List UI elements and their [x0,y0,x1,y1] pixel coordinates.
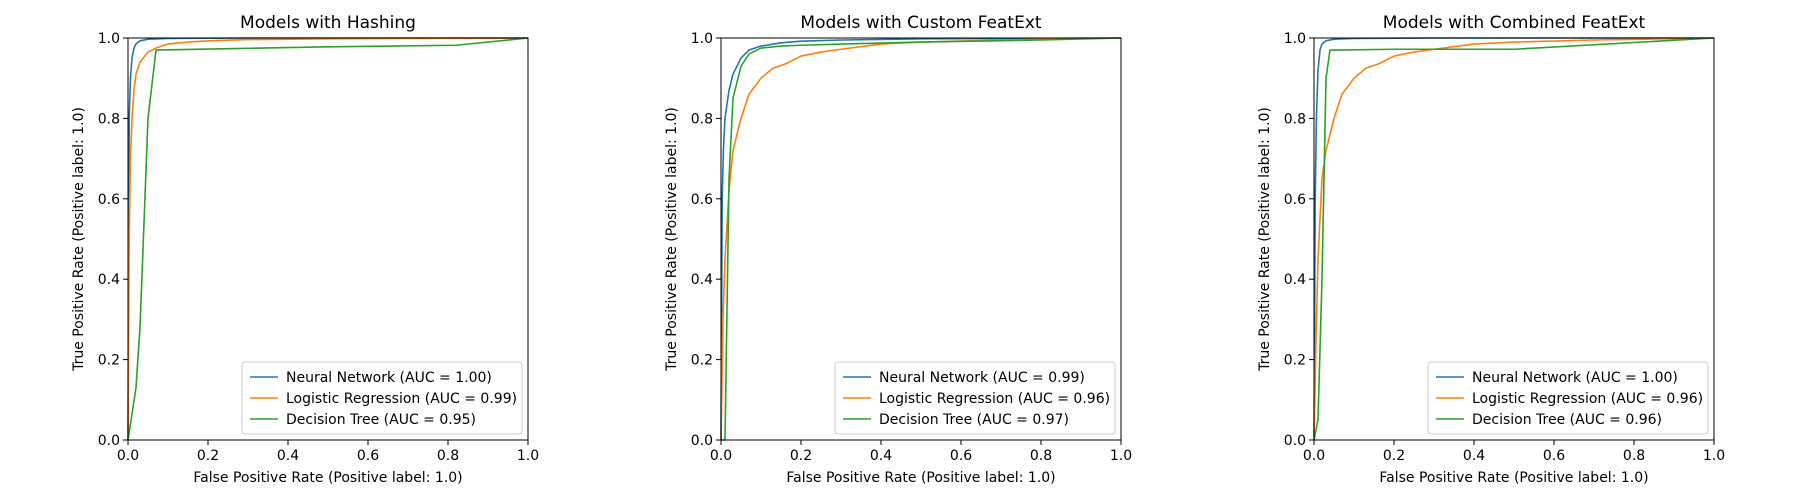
roc-chart-2: 0.0 0.2 0.4 0.6 0.8 1.0 0.0 0.2 0.4 0.6 0.8 1.0 Mode… [664,13,1132,486]
x-tick-label: 0.0 [710,448,732,464]
y-tick-label: 0.0 [1284,433,1306,449]
chart-title: Models with Custom FeatExt [800,13,1041,33]
y-tick-label: 0.8 [98,111,120,127]
y-tick-label: 0.0 [691,433,713,449]
y-tick-label: 0.2 [691,353,713,369]
y-tick-label: 0.0 [98,433,120,449]
legend: Neural Network (AUC = 0.99) Logistic Regr… [834,361,1116,435]
x-axis-label: False Positive Rate (Positive label: 1.0… [1379,470,1648,486]
x-tick-label: 0.4 [1463,448,1485,464]
legend-entry: Neural Network (AUC = 0.99) [879,370,1085,386]
x-tick-label: 0.8 [437,448,459,464]
x-tick-label: 0.0 [117,448,139,464]
legend: Neural Network (AUC = 1.00) Logistic Regr… [1427,361,1709,435]
y-tick-label: 1.0 [1284,31,1306,47]
x-tick-label: 1.0 [517,448,539,464]
series-line-1 [720,37,1122,441]
series-line-3 [1313,37,1715,441]
y-tick-label: 0.6 [1284,192,1306,208]
x-tick-label: 0.6 [950,448,972,464]
legend-entry: Neural Network (AUC = 1.00) [286,370,492,386]
legend-entry: Decision Tree (AUC = 0.96) [1472,412,1662,428]
plot-frame [1313,37,1715,441]
chart-title: Models with Hashing [240,13,416,33]
y-tick-label: 0.6 [98,192,120,208]
series-line-2 [1313,37,1715,441]
x-tick-label: 1.0 [1703,448,1725,464]
legend-box [834,361,1116,435]
y-axis-label: True Positive Rate (Positive label: 1.0) [71,107,87,372]
legend-entry: Logistic Regression (AUC = 0.96) [879,391,1110,407]
roc-chart-1: 0.0 0.2 0.4 0.6 0.8 1.0 0.0 0.2 0.4 0.6 0.8 1.0 Mode… [71,13,539,486]
y-tick-label: 0.4 [98,272,120,288]
plot-frame [720,37,1122,441]
x-tick-label: 0.6 [357,448,379,464]
y-tick-label: 0.8 [1284,111,1306,127]
roc-chart-3: 0.0 0.2 0.4 0.6 0.8 1.0 0.0 0.2 0.4 0.6 0.8 1.0 Mode… [1257,13,1725,486]
legend-box [241,361,523,435]
y-axis-label: True Positive Rate (Positive label: 1.0) [664,107,680,372]
x-tick-label: 0.4 [277,448,299,464]
y-tick-label: 0.2 [1284,353,1306,369]
legend-box [1427,361,1709,435]
x-tick-label: 0.2 [197,448,219,464]
plot-frame [127,37,529,441]
x-axis-label: False Positive Rate (Positive label: 1.0… [193,470,462,486]
x-tick-label: 0.2 [1383,448,1405,464]
x-axis-label: False Positive Rate (Positive label: 1.0… [786,470,1055,486]
x-tick-label: 1.0 [1110,448,1132,464]
x-tick-label: 0.6 [1543,448,1565,464]
chart-title: Models with Combined FeatExt [1383,13,1646,33]
y-tick-label: 0.2 [98,353,120,369]
legend-entry: Neural Network (AUC = 1.00) [1472,370,1678,386]
x-tick-label: 0.4 [870,448,892,464]
x-tick-label: 0.0 [1303,448,1325,464]
x-tick-label: 0.8 [1623,448,1645,464]
y-tick-label: 0.8 [691,111,713,127]
legend: Neural Network (AUC = 1.00) Logistic Regr… [241,361,523,435]
y-tick-label: 1.0 [98,31,120,47]
y-tick-label: 1.0 [691,31,713,47]
legend-entry: Decision Tree (AUC = 0.95) [286,412,476,428]
y-tick-label: 0.6 [691,192,713,208]
series-line-3 [721,37,1122,441]
legend-entry: Logistic Regression (AUC = 0.96) [1472,391,1703,407]
y-tick-label: 0.4 [691,272,713,288]
series-line-3 [127,37,529,441]
legend-entry: Decision Tree (AUC = 0.97) [879,412,1069,428]
y-axis-label: True Positive Rate (Positive label: 1.0) [1257,107,1273,372]
x-tick-label: 0.8 [1030,448,1052,464]
x-tick-label: 0.2 [790,448,812,464]
y-tick-label: 0.4 [1284,272,1306,288]
series-line-2 [127,37,529,441]
legend-entry: Logistic Regression (AUC = 0.99) [286,391,517,407]
